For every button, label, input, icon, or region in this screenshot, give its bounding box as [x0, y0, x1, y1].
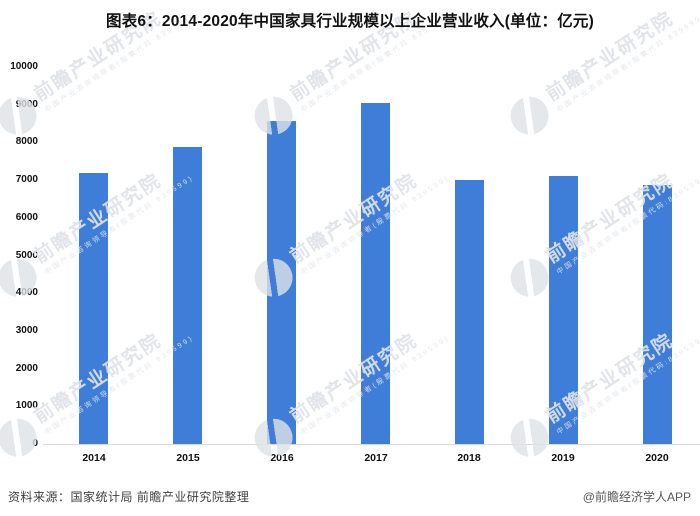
bar-2017: [361, 103, 390, 444]
x-tick-2015: 2015: [176, 452, 200, 464]
y-tick-1000: 1000: [15, 400, 38, 412]
bar-2015: [173, 147, 202, 444]
y-tick-7000: 7000: [15, 174, 38, 186]
watermark: 前瞻产业研究院 中国产业咨询领导者(股票代码:839599): [503, 8, 700, 142]
chart-title: 图表6：2014-2020年中国家具行业规模以上企业营业收入(单位：亿元): [106, 13, 594, 30]
qianzhan-logo-icon: [503, 251, 556, 304]
bar-2016: [267, 121, 296, 444]
x-tick-2019: 2019: [551, 452, 575, 464]
bar-2014: [79, 173, 108, 444]
bar-2018: [455, 180, 484, 444]
x-tick-2018: 2018: [457, 452, 481, 464]
x-tick-2017: 2017: [364, 452, 388, 464]
watermark: 前瞻产业研究院 中国产业咨询领导者(股票代码:839599): [0, 8, 233, 142]
watermark-brand: 前瞻产业研究院: [30, 169, 166, 268]
watermark-brand: 前瞻产业研究院: [30, 329, 166, 428]
y-tick-6000: 6000: [15, 211, 38, 223]
source-note: 资料来源：国家统计局 前瞻产业研究院整理: [8, 490, 250, 504]
y-tick-4000: 4000: [15, 287, 38, 299]
credit-note: @前瞻经济学人APP: [582, 490, 691, 504]
x-tick-2020: 2020: [645, 452, 669, 464]
y-tick-3000: 3000: [15, 324, 38, 336]
x-tick-2014: 2014: [82, 452, 106, 464]
y-tick-0: 0: [32, 438, 38, 449]
y-tick-2000: 2000: [15, 362, 38, 374]
y-tick-8000: 8000: [15, 136, 38, 148]
y-tick-5000: 5000: [15, 249, 38, 261]
y-tick-9000: 9000: [15, 98, 38, 110]
x-axis-line: [43, 444, 700, 445]
y-tick-10000: 10000: [10, 61, 38, 72]
bar-2020: [643, 185, 672, 444]
x-tick-2016: 2016: [270, 452, 294, 464]
qianzhan-logo-icon: [503, 89, 556, 142]
bar-2019: [549, 176, 578, 444]
